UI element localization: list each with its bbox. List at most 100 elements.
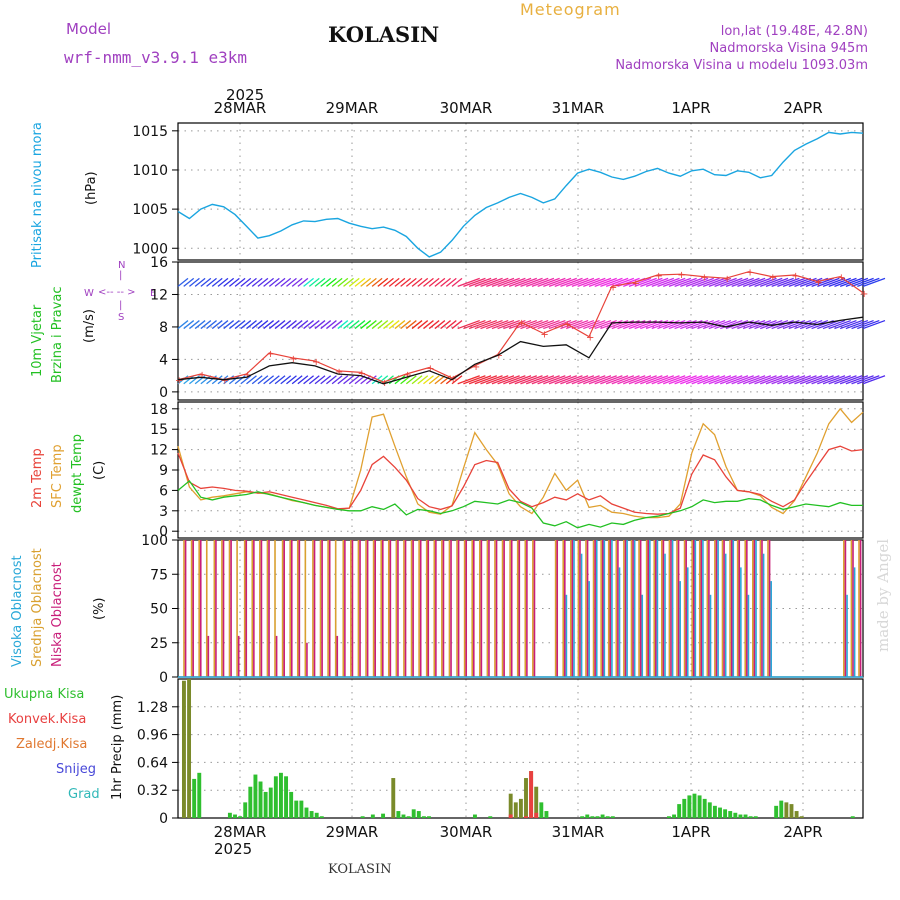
wind-barb [303,277,314,287]
wind-barb [200,320,212,330]
wind-barb [274,320,286,330]
gust-marker: + [518,318,526,329]
wind-barb [348,320,360,330]
wind-barb [548,375,572,385]
wind-barb [742,375,766,385]
temp2m-line [177,445,864,515]
wind-barb [308,277,320,287]
wind-barb [405,277,417,287]
precip-total-bar [258,781,263,818]
precip-total-bar [294,800,299,818]
wind-barb [286,375,297,385]
wind-barb [565,375,589,385]
wind-barb [508,277,532,287]
wind-barb [817,277,840,287]
wind-barb [657,277,680,287]
precip-total-bar [707,802,712,818]
wind-barb [788,375,812,385]
wind-barb [782,319,806,330]
wind-barb [748,375,772,385]
y-tick-label: 15 [150,422,168,438]
wind-barb [331,375,343,385]
wind-barb [503,375,526,385]
wind-barb [851,277,874,287]
model-label: Model [66,20,112,38]
wind-barb [520,319,543,330]
wind-barb [777,277,800,287]
wind-barb [760,277,783,287]
gust-marker: + [312,357,320,368]
lonlat-info: lon,lat (19.48E, 42.8N) [720,24,868,39]
wind-barb [645,375,669,385]
y-tick-label: 75 [150,567,168,583]
wind-barb [211,277,223,287]
wind-barb [337,277,349,287]
wind-barb [560,319,583,330]
wind-barb [200,277,212,287]
wind-barb [714,277,737,287]
y-tick-label: 0.32 [137,783,168,799]
wind-barb [234,277,246,287]
y-tick-label: 0 [159,524,168,540]
y-tick-label: 0 [159,811,168,827]
precip-total-bar [718,807,722,818]
precip-total-bar [585,814,590,818]
precip-total-bar [187,679,192,818]
wind-barb [463,277,486,287]
wind-barb [605,277,629,287]
wind-barb [862,277,886,287]
wind-barb [857,375,880,385]
wind-barb [257,277,269,287]
y-tick-label: 0.64 [137,755,168,771]
wind-barb [428,277,440,287]
wind-barb [811,375,834,385]
wind-barb [348,277,360,287]
wind-barb [274,277,286,287]
wind-barb [583,277,606,287]
wind-barb [828,319,851,330]
wind-barb [291,277,303,287]
wind-barb [708,319,732,330]
legend-snow: Snijeg [56,762,96,777]
station-title: KOLASIN [328,22,440,47]
y-tick-label: 0 [159,385,168,401]
wind-barb [217,320,229,330]
wind-barb [674,277,697,287]
y-tick-label: 50 [150,602,168,618]
wind-gust-line [177,271,864,383]
wind-barb [503,319,526,330]
top-day-label: 1APR [671,99,711,117]
precip-total-bar [391,778,396,818]
wind-barb [183,320,195,330]
wind-barb [314,277,326,287]
wind-barb [451,277,463,287]
wind-barb [343,277,354,287]
bottom-day-label: 28MAR [213,823,267,841]
wind-barb [565,319,589,330]
wind-barb [720,375,743,385]
wind-barb [457,319,480,330]
wind-barb [337,375,349,385]
precip-total-bar [416,811,421,818]
wind-barb [480,375,503,385]
gust-marker: + [426,364,434,375]
precip-total-bar [600,814,605,818]
wind-barb [194,320,206,330]
wind-barb [183,375,195,385]
gust-marker: + [586,333,594,344]
wind-barb [240,375,252,385]
wind-barb [754,375,777,385]
wind-barb [817,375,840,385]
wind-barb [320,375,332,385]
wind-barb [531,277,555,287]
wind-barb [451,375,463,385]
wind-barb [457,277,480,287]
wind-barb [737,277,760,287]
wind-barb [297,375,309,385]
wind-barb [623,375,646,385]
wind-barb [440,277,451,287]
wind-barb [594,277,617,287]
wind-barb [486,375,509,385]
wind-barb [240,320,252,330]
wind-barb [365,277,377,287]
